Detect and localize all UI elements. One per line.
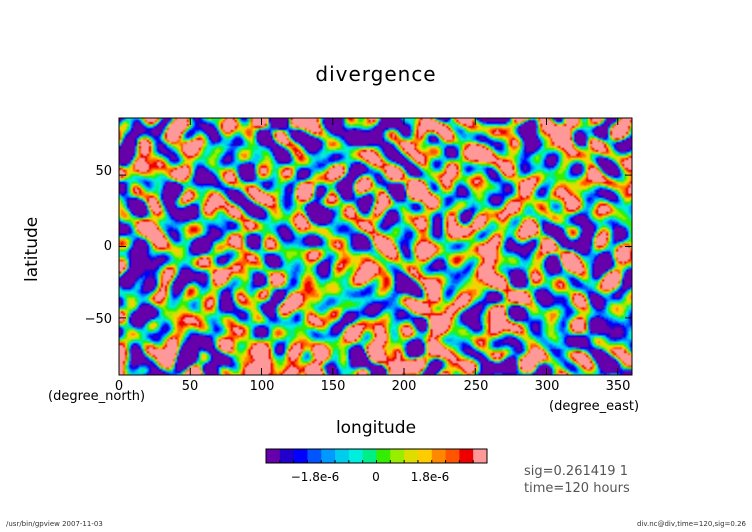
colorbar-swatch <box>266 449 281 463</box>
y-axis-unit: (degree_north) <box>48 389 146 404</box>
x-tick-label: 50 <box>181 379 199 394</box>
colorbar-swatch <box>335 449 350 463</box>
y-tick-label: 50 <box>95 164 112 179</box>
y-tick-label: −50 <box>84 312 112 327</box>
x-tick-label: 150 <box>320 379 346 394</box>
x-tick-label: 200 <box>391 379 417 394</box>
chart-title: divergence <box>315 62 437 86</box>
y-axis-label: latitude <box>22 216 42 282</box>
colorbar-swatch <box>321 449 336 463</box>
footer-command: /usr/bin/gpview 2007-11-03 <box>6 520 103 528</box>
x-tick-label: 250 <box>463 379 489 394</box>
x-axis-label: longitude <box>335 418 417 438</box>
colorbar-swatch <box>445 449 460 463</box>
colorbar-swatch <box>417 449 433 463</box>
colorbar-swatch <box>362 449 377 463</box>
y-tick-label: 0 <box>103 239 112 254</box>
sigma-annotation: sig=0.261419 1 <box>524 464 628 479</box>
colorbar-tick-label: 0 <box>372 470 380 484</box>
colorbar-swatch <box>390 449 405 463</box>
x-tick-label: 100 <box>249 379 275 394</box>
colorbar-tick-label: −1.8e-6 <box>290 470 340 484</box>
footer-dataset: div.nc@div,time=120,sig=0.26 <box>636 520 746 528</box>
colorbar-swatch <box>459 449 474 463</box>
x-axis-unit: (degree_east) <box>549 399 640 414</box>
colorbar-swatch <box>348 449 364 463</box>
x-tick-label: 300 <box>534 379 560 394</box>
colorbar-swatch <box>293 449 308 463</box>
colorbar-swatch <box>431 449 447 463</box>
plot-axes <box>118 117 633 376</box>
colorbar-swatch <box>404 449 419 463</box>
time-annotation: time=120 hours <box>524 481 630 496</box>
colorbar-swatch <box>307 449 322 463</box>
x-tick-label: 350 <box>605 379 631 394</box>
divergence-field <box>119 118 632 375</box>
colorbar-tick-label: 1.8e-6 <box>410 470 450 484</box>
colorbar-swatch <box>376 449 391 463</box>
colorbar-swatch <box>279 449 295 463</box>
colorbar <box>265 448 488 464</box>
colorbar-swatch <box>473 449 488 463</box>
x-tick-label: 0 <box>114 379 124 394</box>
